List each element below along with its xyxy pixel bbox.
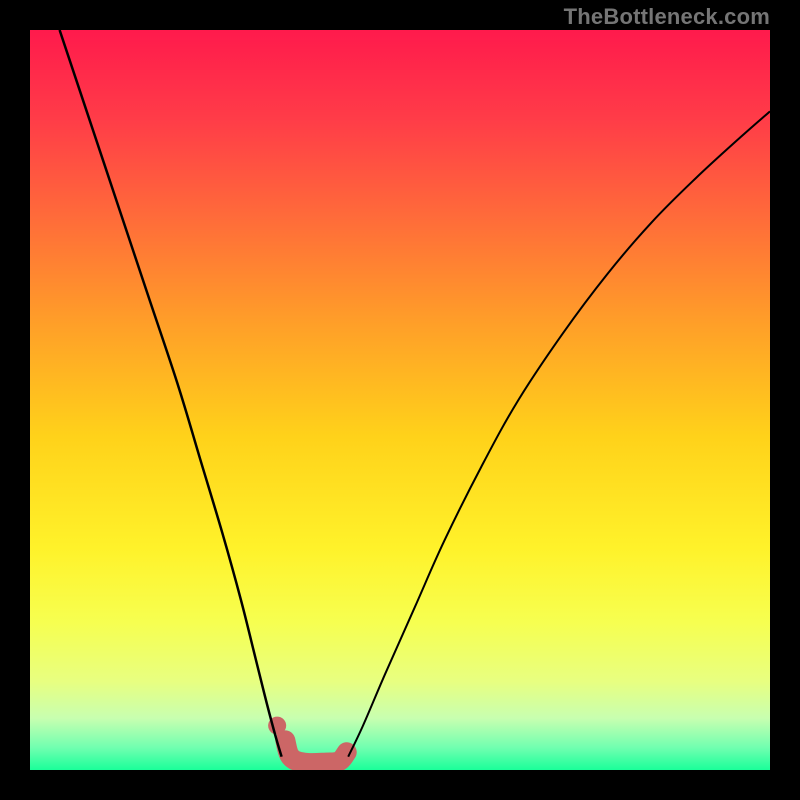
- plot-area: [30, 30, 770, 770]
- plot-svg: [30, 30, 770, 770]
- watermark-text: TheBottleneck.com: [564, 4, 770, 30]
- chart-frame: TheBottleneck.com: [0, 0, 800, 800]
- gradient-background: [30, 30, 770, 770]
